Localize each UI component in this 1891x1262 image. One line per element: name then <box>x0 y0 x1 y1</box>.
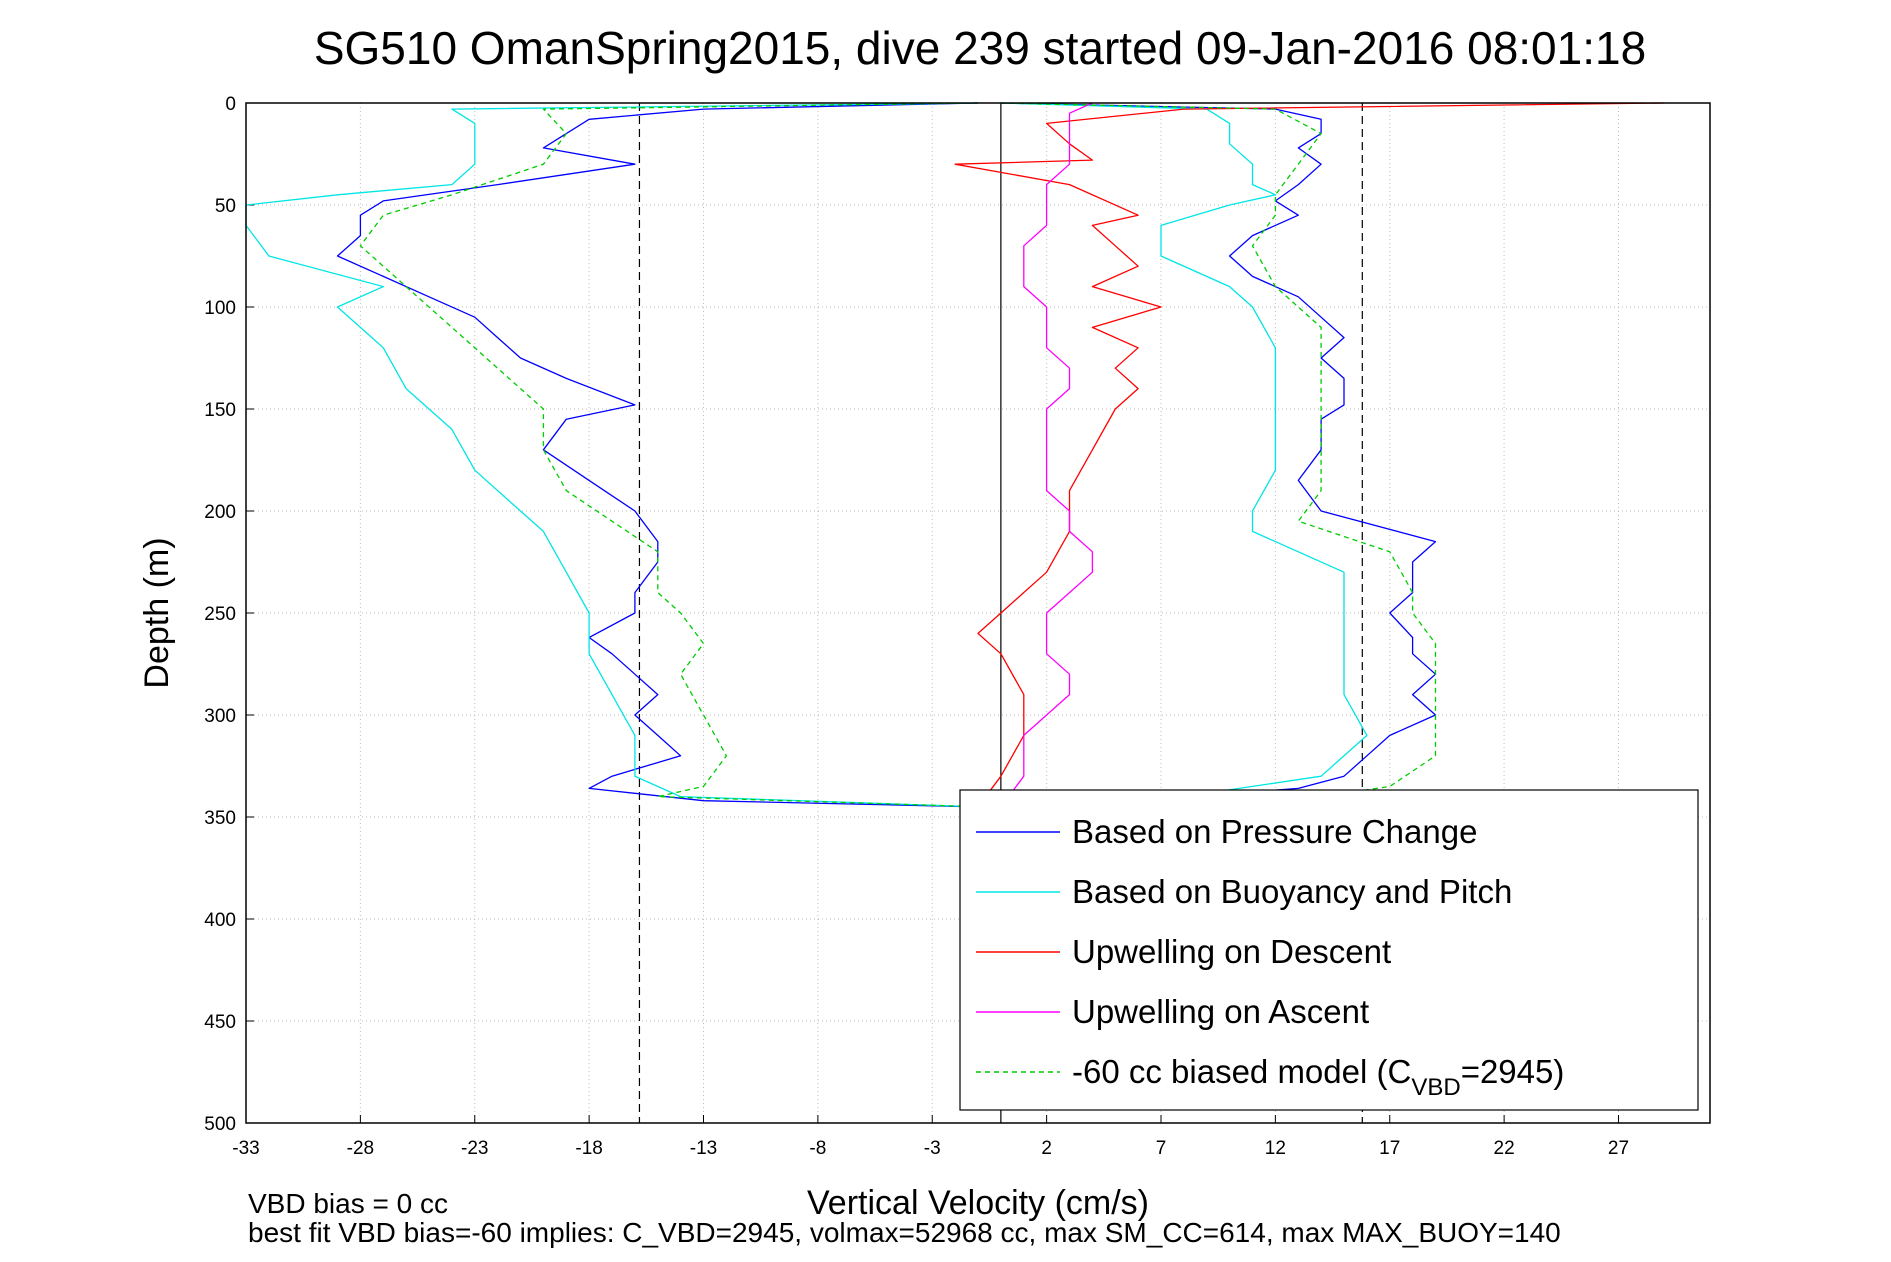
x-tick-label: 27 <box>1608 1138 1629 1159</box>
y-tick-label: 500 <box>204 1114 236 1135</box>
footer-vbd-bias: VBD bias = 0 cc <box>248 1188 448 1219</box>
x-tick-label: -23 <box>461 1138 488 1159</box>
legend-label-model: -60 cc biased model (CVBD=2945) <box>1072 1053 1564 1101</box>
series-model-ascent <box>1000 102 1437 808</box>
x-tick-label: -3 <box>924 1138 941 1159</box>
x-tick-label: -8 <box>809 1138 826 1159</box>
y-tick-label: 100 <box>204 298 236 319</box>
legend-label-upwelling-descent: Upwelling on Descent <box>1072 933 1391 970</box>
y-tick-label: 450 <box>204 1012 236 1033</box>
y-axis-label: Depth (m) <box>138 537 176 688</box>
series-upwelling-descent <box>954 102 1665 808</box>
series-upwelling-ascent <box>1000 102 1094 808</box>
y-tick-label: 300 <box>204 706 236 727</box>
x-tick-label: 2 <box>1041 1138 1052 1159</box>
plot-area-frame <box>245 102 1711 1124</box>
y-tick-label: 200 <box>204 502 236 523</box>
x-tick-label: -18 <box>575 1138 602 1159</box>
x-axis-label: Vertical Velocity (cm/s) <box>807 1184 1149 1222</box>
legend-label-upwelling-ascent: Upwelling on Ascent <box>1072 993 1369 1030</box>
series-buoyancy-descent <box>245 102 979 808</box>
legend-label-buoyancy: Based on Buoyancy and Pitch <box>1072 873 1512 910</box>
x-tick-label: 12 <box>1265 1138 1286 1159</box>
y-tick-label: 150 <box>204 400 236 421</box>
y-tick-label: 400 <box>204 910 236 931</box>
series-buoyancy-ascent <box>1000 102 1368 808</box>
footer-best-fit: best fit VBD bias=-60 implies: C_VBD=294… <box>248 1217 1561 1248</box>
x-tick-label: -28 <box>347 1138 374 1159</box>
series-model-descent <box>359 102 979 808</box>
y-tick-labels: 0 50 100 150 200 250 300 350 400 450 500 <box>204 94 236 1135</box>
legend-label-pressure: Based on Pressure Change <box>1072 813 1477 850</box>
x-tick-label: 7 <box>1156 1138 1167 1159</box>
chart-title: SG510 OmanSpring2015, dive 239 started 0… <box>314 22 1646 74</box>
series-pressure-descent <box>336 102 979 808</box>
x-tick-label: 22 <box>1494 1138 1515 1159</box>
y-tick-label: 250 <box>204 604 236 625</box>
y-tick-label: 0 <box>225 94 236 115</box>
series-lines <box>245 102 1665 808</box>
legend-box <box>959 789 1699 1111</box>
x-tick-label: -33 <box>232 1138 259 1159</box>
y-tick-label: 50 <box>215 196 236 217</box>
x-tick-label: -13 <box>690 1138 717 1159</box>
legend: Based on Pressure Change Based on Buoyanc… <box>959 789 1699 1111</box>
y-tick-label: 350 <box>204 808 236 829</box>
x-tick-labels: -33 -28 -23 -18 -13 -8 -3 2 7 12 17 22 27 <box>232 1138 1629 1159</box>
x-tick-label: 17 <box>1379 1138 1400 1159</box>
